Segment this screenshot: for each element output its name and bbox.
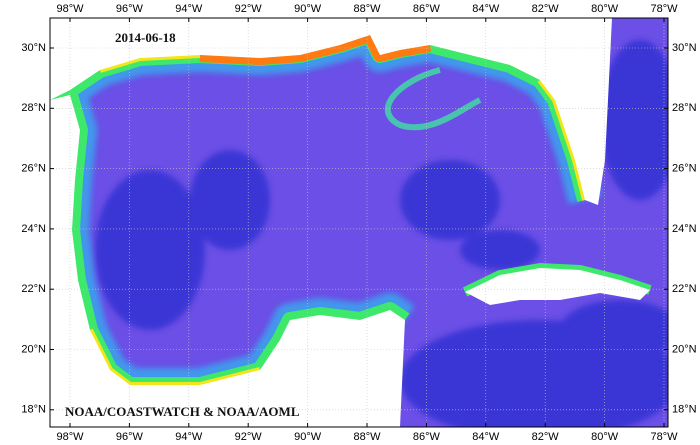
latitude-label: 20°N bbox=[672, 343, 697, 355]
longitude-label: 98°W bbox=[56, 3, 84, 15]
longitude-label: 92°W bbox=[235, 431, 263, 443]
longitude-label: 88°W bbox=[353, 431, 381, 443]
graticule bbox=[50, 18, 668, 427]
deep-water bbox=[95, 40, 668, 427]
latitude-label: 24°N bbox=[21, 223, 46, 235]
longitude-label: 98°W bbox=[56, 431, 84, 443]
longitude-label: 94°W bbox=[175, 3, 203, 15]
latitude-label: 22°N bbox=[672, 283, 697, 295]
longitude-label: 78°W bbox=[650, 431, 678, 443]
longitude-label: 84°W bbox=[472, 431, 500, 443]
longitude-label: 88°W bbox=[353, 3, 381, 15]
latitude-label: 18°N bbox=[21, 404, 46, 416]
latitude-label: 22°N bbox=[21, 283, 46, 295]
latitude-label: 30°N bbox=[672, 42, 697, 54]
land bbox=[50, 18, 650, 427]
longitude-label: 78°W bbox=[650, 3, 678, 15]
longitude-label: 92°W bbox=[235, 3, 263, 15]
latitude-label: 30°N bbox=[21, 42, 46, 54]
longitude-label: 96°W bbox=[116, 3, 144, 15]
longitude-label: 96°W bbox=[116, 431, 144, 443]
longitude-label: 82°W bbox=[532, 431, 560, 443]
map-image bbox=[50, 18, 668, 427]
longitude-label: 80°W bbox=[591, 3, 619, 15]
longitude-label: 82°W bbox=[532, 3, 560, 15]
longitude-label: 80°W bbox=[591, 431, 619, 443]
latitude-label: 28°N bbox=[21, 102, 46, 114]
latitude-label: 26°N bbox=[21, 163, 46, 175]
longitude-label: 86°W bbox=[413, 3, 441, 15]
longitude-label: 94°W bbox=[175, 431, 203, 443]
map-frame bbox=[49, 17, 669, 428]
latitude-label: 18°N bbox=[672, 404, 697, 416]
latitude-label: 24°N bbox=[672, 223, 697, 235]
longitude-label: 90°W bbox=[294, 3, 322, 15]
latitude-label: 20°N bbox=[21, 343, 46, 355]
longitude-label: 90°W bbox=[294, 431, 322, 443]
date-label: 2014-06-18 bbox=[115, 30, 176, 45]
latitude-label: 28°N bbox=[672, 102, 697, 114]
longitude-label: 86°W bbox=[413, 431, 441, 443]
longitude-label: 84°W bbox=[472, 3, 500, 15]
latitude-label: 26°N bbox=[672, 163, 697, 175]
credit-label: NOAA/COASTWATCH & NOAA/AOML bbox=[65, 404, 300, 419]
